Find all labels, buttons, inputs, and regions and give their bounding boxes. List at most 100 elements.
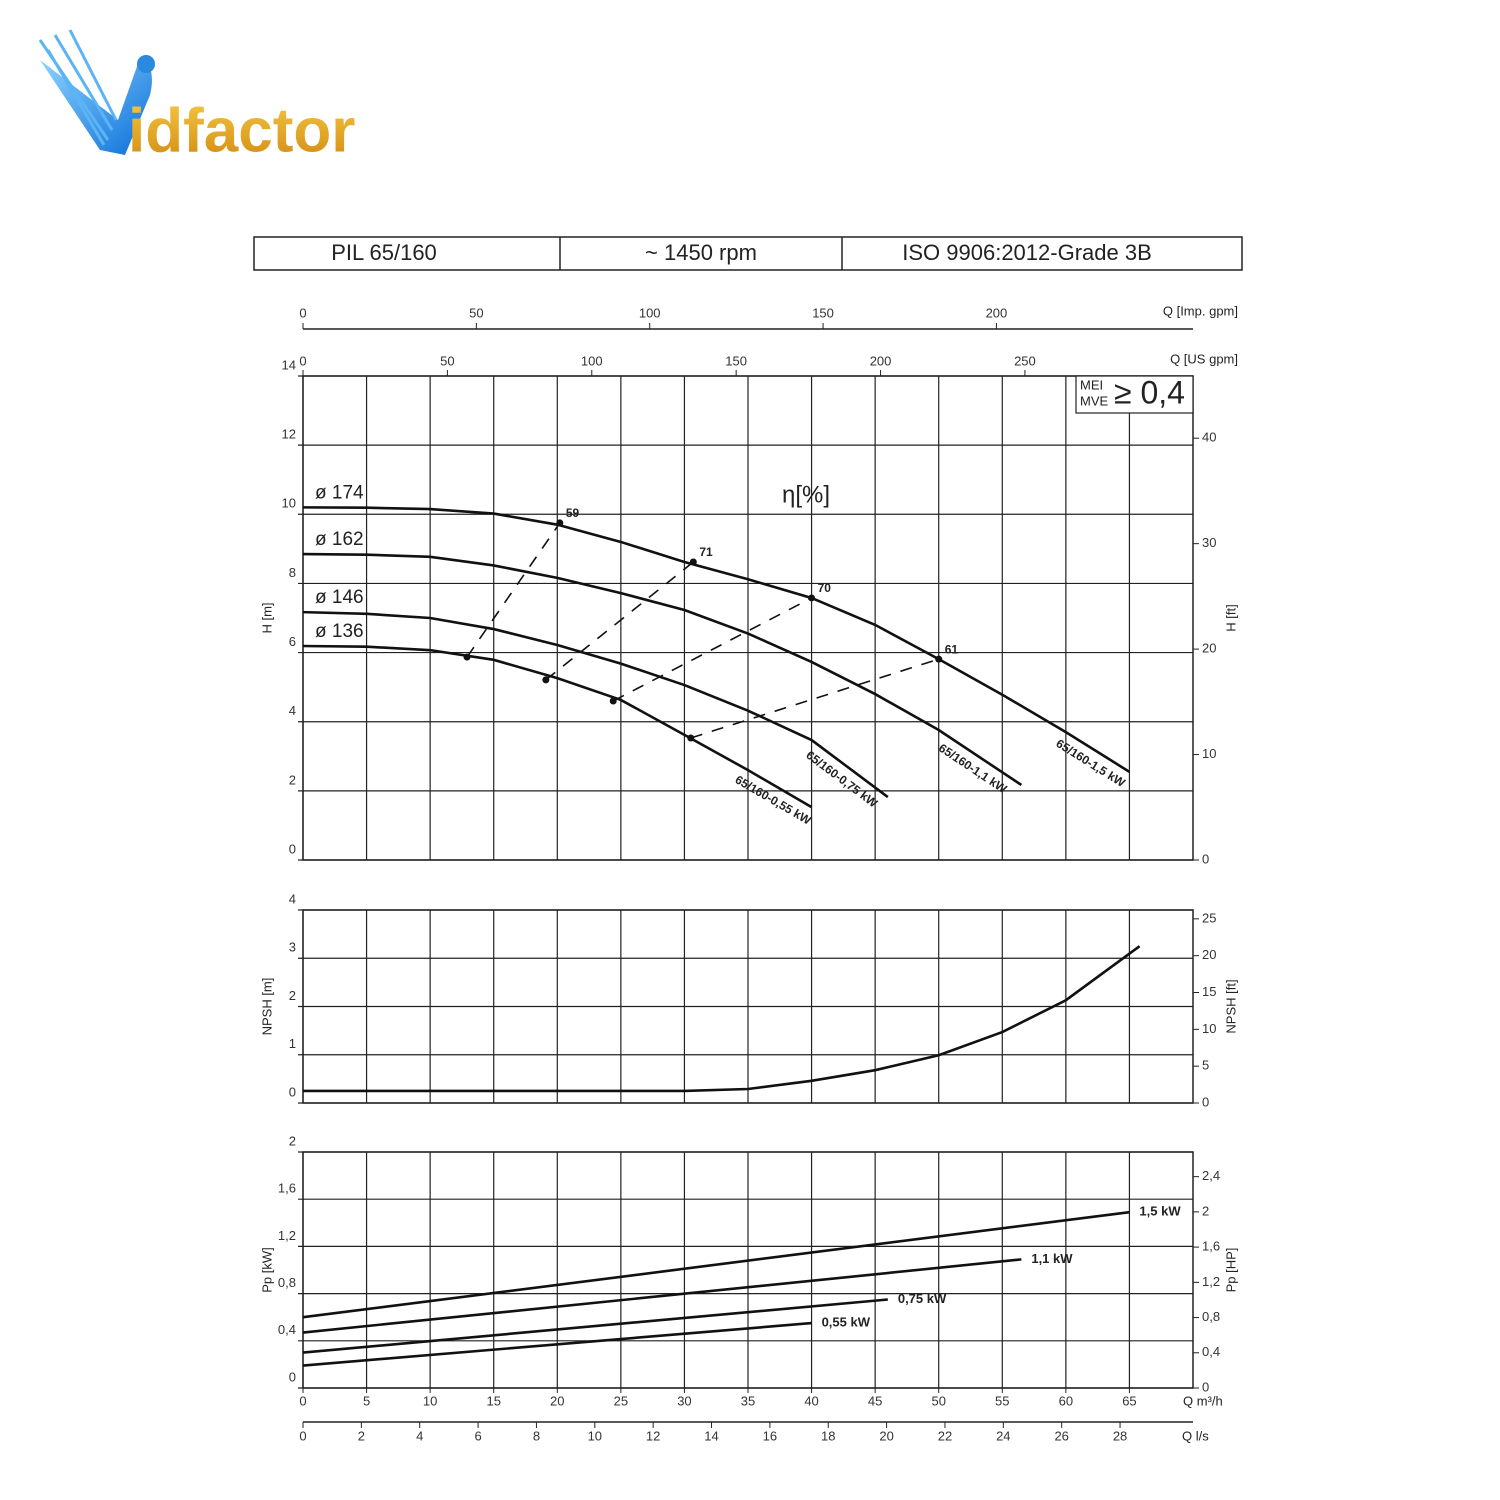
x-tick-label: 45 [868,1393,882,1408]
x-axis-label: Q m³/h [1183,1393,1223,1408]
y2-axis-label: H [ft] [1223,604,1238,631]
top-axis-tick-label: 100 [639,305,661,320]
curve-name: ø 136 [315,621,364,642]
bottom-axis-tick-label: 28 [1113,1428,1127,1443]
efficiency-label: 59 [566,506,580,520]
y2-tick-label: 10 [1202,1021,1216,1036]
x-tick-label: 60 [1059,1393,1073,1408]
bottom-axis-tick-label: 2 [358,1428,365,1443]
curve [303,945,1141,1093]
y-tick-label: 0 [289,1084,296,1099]
curve-name: ø 174 [315,482,364,503]
curve-name: 0,55 kW [822,1315,871,1330]
x-tick-label: 65 [1122,1393,1136,1408]
y-tick-label: 0 [289,1369,296,1384]
bottom-axis-tick-label: 22 [938,1428,952,1443]
x-tick-label: 35 [741,1393,755,1408]
top-axis-tick-label: 50 [440,353,454,368]
header-cell: ISO 9906:2012-Grade 3B [902,240,1152,265]
y2-tick-label: 0 [1202,1094,1209,1109]
bottom-axis-label: Q l/s [1182,1428,1209,1443]
top-axis-label: Q [Imp. gpm] [1163,303,1238,318]
header-frame [253,236,1243,271]
x-tick-label: 40 [804,1393,818,1408]
y-tick-label: 4 [289,891,296,906]
top-axis-tick-label: 50 [469,305,483,320]
x-tick-label: 25 [614,1393,628,1408]
y2-tick-label: 20 [1202,947,1216,962]
curve [302,1258,1022,1334]
bottom-axis-tick-label: 16 [763,1428,777,1443]
y2-tick-label: 2,4 [1202,1168,1220,1183]
y2-tick-label: 0 [1202,1379,1209,1394]
y-tick-label: 1,2 [278,1228,296,1243]
y2-tick-label: 30 [1202,535,1216,550]
header-cell: PIL 65/160 [331,240,437,265]
efficiency-line [690,658,939,739]
efficiency-label: 61 [945,642,959,656]
efficiency-label: 70 [818,581,832,595]
curve [302,644,813,809]
curve [302,1321,812,1367]
bottom-axis-tick-label: 4 [416,1428,423,1443]
curve [302,552,1023,787]
curve-name: ø 146 [315,587,364,608]
curve-label: 65/160-0,75 kW [803,748,880,811]
y2-tick-label: 0 [1202,851,1209,866]
logo: idfactor [38,29,355,165]
y2-tick-label: 20 [1202,641,1216,656]
y-tick-label: 3 [289,940,296,955]
x-tick-label: 0 [299,1393,306,1408]
y-tick-label: 2 [289,772,296,787]
bottom-axis-tick-label: 14 [704,1428,718,1443]
logo-feathers [38,29,118,146]
curve-name: 1,5 kW [1139,1204,1181,1219]
y-tick-label: 10 [282,496,296,511]
y2-tick-label: 15 [1202,984,1216,999]
y-tick-label: 2 [289,1133,296,1148]
bottom-axis-tick-label: 26 [1054,1428,1068,1443]
curve-name: ø 162 [315,529,364,550]
y-axis-label: H [m] [259,602,274,633]
curve [302,506,1131,773]
top-axis-tick-label: 0 [299,353,306,368]
mei-line2: MVE [1080,393,1109,408]
mei-box [1075,375,1194,414]
bottom-axis-tick-label: 20 [879,1428,893,1443]
y2-tick-label: 40 [1202,430,1216,445]
y2-tick-label: 0,8 [1202,1309,1220,1324]
x-tick-label: 5 [363,1393,370,1408]
y2-tick-label: 1,6 [1202,1239,1220,1254]
bottom-axis-tick-label: 12 [646,1428,660,1443]
y2-tick-label: 0,4 [1202,1344,1220,1359]
curve-name: 0,75 kW [898,1291,947,1306]
efficiency-line [466,522,561,658]
y-tick-label: 12 [282,427,296,442]
logo-head [137,55,155,73]
y-tick-label: 0,8 [278,1275,296,1290]
y-tick-label: 0,4 [278,1322,296,1337]
bottom-axis-tick-label: 8 [533,1428,540,1443]
y-tick-label: 8 [289,565,296,580]
y2-axis-label: Pp [HP] [1223,1248,1238,1293]
bottom-axis-tick-label: 18 [821,1428,835,1443]
y-tick-label: 1 [289,1036,296,1051]
bottom-axis-tick-label: 6 [474,1428,481,1443]
curve [302,610,889,799]
top-axis-tick-label: 200 [986,305,1008,320]
y2-tick-label: 5 [1202,1058,1209,1073]
top-axis-tick-label: 250 [1014,353,1036,368]
top-axis-tick-label: 150 [812,305,834,320]
top-axis-label: Q [US gpm] [1170,351,1238,366]
bottom-axis-tick-label: 24 [996,1428,1010,1443]
annotation: η[%] [782,481,830,508]
curve [302,1298,888,1354]
efficiency-line [545,561,694,681]
y2-tick-label: 10 [1202,746,1216,761]
x-tick-label: 15 [486,1393,500,1408]
top-axis-tick-label: 100 [581,353,603,368]
bottom-axis-tick-label: 0 [299,1428,306,1443]
efficiency-point [542,676,550,684]
